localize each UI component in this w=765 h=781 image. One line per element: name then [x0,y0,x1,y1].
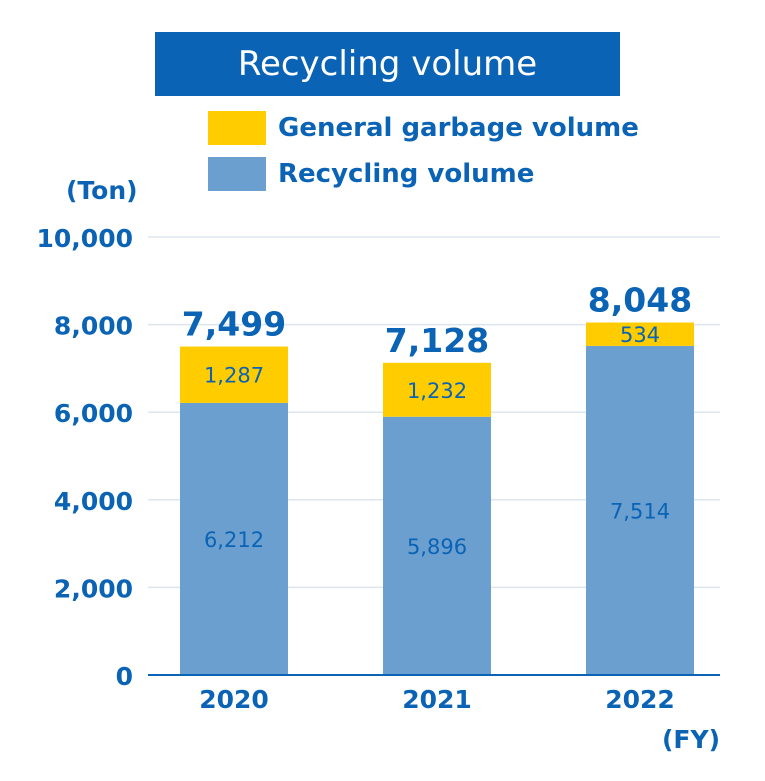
chart-title: Recycling volume [155,32,620,96]
x-tick-label: 2020 [199,685,269,714]
data-label-recycling: 7,514 [610,499,670,523]
bar-garbage [383,362,491,417]
legend-item-recycling: Recycling volume [208,157,534,191]
data-label-garbage: 1,232 [407,379,467,403]
bar-garbage [180,346,288,403]
legend-item-garbage: General garbage volume [208,111,639,145]
y-tick-label: 2,000 [54,574,133,603]
y-tick-label: 8,000 [54,312,133,341]
x-axis-unit: (FY) [662,725,721,754]
bar-recycling [180,402,288,675]
y-tick-label: 4,000 [54,487,133,516]
y-tick-label: 6,000 [54,399,133,428]
data-label-recycling: 5,896 [407,535,467,559]
bar-recycling [383,416,491,675]
bar-garbage [586,322,694,346]
data-label-total: 7,128 [385,321,489,360]
x-tick-label: 2022 [605,685,675,714]
legend-swatch-recycling [208,157,266,191]
bar-recycling [586,345,694,675]
data-label-total: 7,499 [182,305,286,344]
y-tick-label: 0 [116,662,133,691]
data-label-recycling: 6,212 [204,528,264,552]
legend-label-recycling: Recycling volume [278,159,535,189]
data-label-garbage: 534 [620,323,660,347]
data-label-garbage: 1,287 [204,364,264,388]
data-label-total: 8,048 [588,280,692,319]
legend-swatch-garbage [208,111,266,145]
x-tick-label: 2021 [402,685,472,714]
y-tick-label: 10,000 [37,224,133,253]
y-axis-unit: (Ton) [66,176,138,205]
legend-label-garbage: General garbage volume [278,113,639,143]
